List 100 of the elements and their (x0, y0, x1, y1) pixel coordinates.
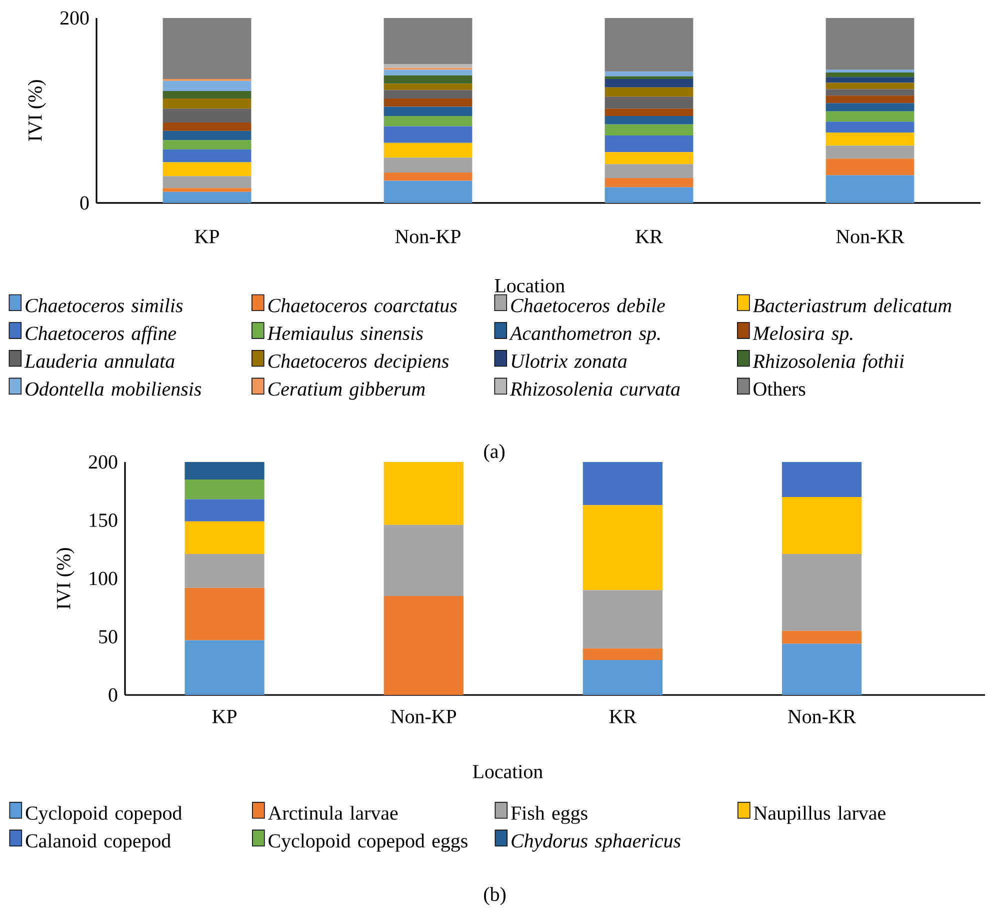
legend-label: Lauderia annulata (24, 354, 174, 368)
bar (184, 522, 264, 554)
bar (162, 192, 252, 204)
x-tick-label: KP (212, 710, 236, 724)
legend-label: Acanthometron sp. (508, 326, 660, 344)
bar (384, 462, 464, 526)
bar (184, 499, 264, 522)
bar (604, 72, 694, 76)
bar (384, 106, 472, 116)
legend-label: Cyclopoid copepod (26, 806, 182, 824)
legend-label: Calanoid copepod (26, 834, 171, 852)
bar (582, 590, 663, 649)
bar (826, 175, 914, 204)
legend-label: Chaetoceros decipiens (268, 354, 449, 372)
x-tick-label: KR (609, 710, 637, 724)
legend-label: Ulotrix zonata (512, 354, 627, 368)
y-axis-title: IVI (%) (28, 80, 46, 142)
bar (162, 176, 252, 188)
bar (384, 142, 472, 158)
legend-label: Rhizosolenia fothii (752, 354, 904, 372)
x-tick-label: Non-KR (788, 710, 856, 724)
x-tick-label: Non-KR (836, 230, 904, 244)
bar (162, 162, 252, 176)
text: (b) (484, 887, 506, 906)
bar (826, 89, 914, 96)
bar (826, 96, 914, 104)
bar (162, 108, 252, 123)
legend-label: Arctinula larvae (268, 806, 398, 820)
bar (604, 136, 694, 152)
bar (384, 126, 472, 143)
bar (384, 70, 472, 76)
y-tick-label: 100 (90, 572, 118, 586)
legend-label: Fish eggs (511, 806, 588, 824)
y-tick-label: 50 (99, 630, 118, 644)
bar (826, 70, 914, 73)
bar (826, 122, 914, 133)
y-tick-label: 0 (108, 688, 118, 702)
y-tick-label: 200 (88, 455, 118, 469)
bar (582, 505, 663, 590)
legend-label: Rhizosolenia curvata (510, 382, 680, 396)
legend-label: Chaetoceros debile (511, 298, 665, 312)
bar (826, 18, 914, 70)
legend-label: Chaetoceros similis (26, 298, 183, 312)
bar (384, 525, 464, 596)
x-tick-label: Non-KP (395, 230, 460, 244)
bar (604, 187, 694, 204)
bar (582, 660, 663, 696)
y-tick-label: 150 (90, 514, 118, 528)
bar (604, 164, 694, 178)
bar (604, 96, 694, 109)
bar (384, 84, 472, 90)
y-axis-title: IVI (%) (56, 548, 74, 610)
bar (184, 462, 264, 480)
bar (826, 158, 914, 176)
bar (162, 81, 252, 92)
bar (582, 462, 663, 506)
bar (384, 172, 472, 181)
bar (782, 497, 862, 554)
bar (582, 648, 663, 660)
bar (604, 18, 694, 72)
legend-label: Melosira sp. (752, 326, 852, 344)
bar (162, 122, 252, 131)
bar (384, 98, 472, 107)
bar (184, 640, 264, 696)
bar (384, 18, 472, 64)
y-tick-label: 200 (60, 11, 89, 25)
bar (184, 588, 264, 640)
legend-label: Odontella mobiliensis (26, 382, 202, 396)
legend-label: Others (754, 382, 806, 396)
bar (604, 116, 694, 124)
bar (782, 462, 862, 498)
legend-label: Naupillus larvae (754, 806, 886, 824)
legend-label: Chaetoceros affine (26, 326, 176, 344)
bar (162, 91, 252, 99)
bar (826, 77, 914, 83)
bar (826, 103, 914, 112)
bar (826, 146, 914, 159)
bar (826, 112, 914, 122)
annotation: (a) (484, 444, 504, 462)
x-tick-label: KR (636, 230, 663, 244)
bar (604, 124, 694, 136)
bar (384, 596, 464, 696)
bar (384, 116, 472, 126)
legend-label: Chaetoceros coarctatus (268, 298, 457, 312)
y-tick-label: 0 (80, 196, 89, 210)
bar (162, 98, 252, 109)
legend-label: Cyclopoid copepod eggs (268, 834, 468, 852)
bar (162, 188, 252, 192)
bar (604, 178, 694, 188)
bar (826, 72, 914, 78)
bar (782, 644, 862, 696)
bar (384, 158, 472, 173)
legend-label: Hemiaulus sinensis (267, 326, 423, 340)
bar (604, 152, 694, 164)
bar (826, 82, 914, 90)
bar (384, 64, 472, 68)
bar (604, 87, 694, 97)
bar (162, 130, 252, 140)
bar (162, 149, 252, 162)
bar (826, 132, 914, 146)
